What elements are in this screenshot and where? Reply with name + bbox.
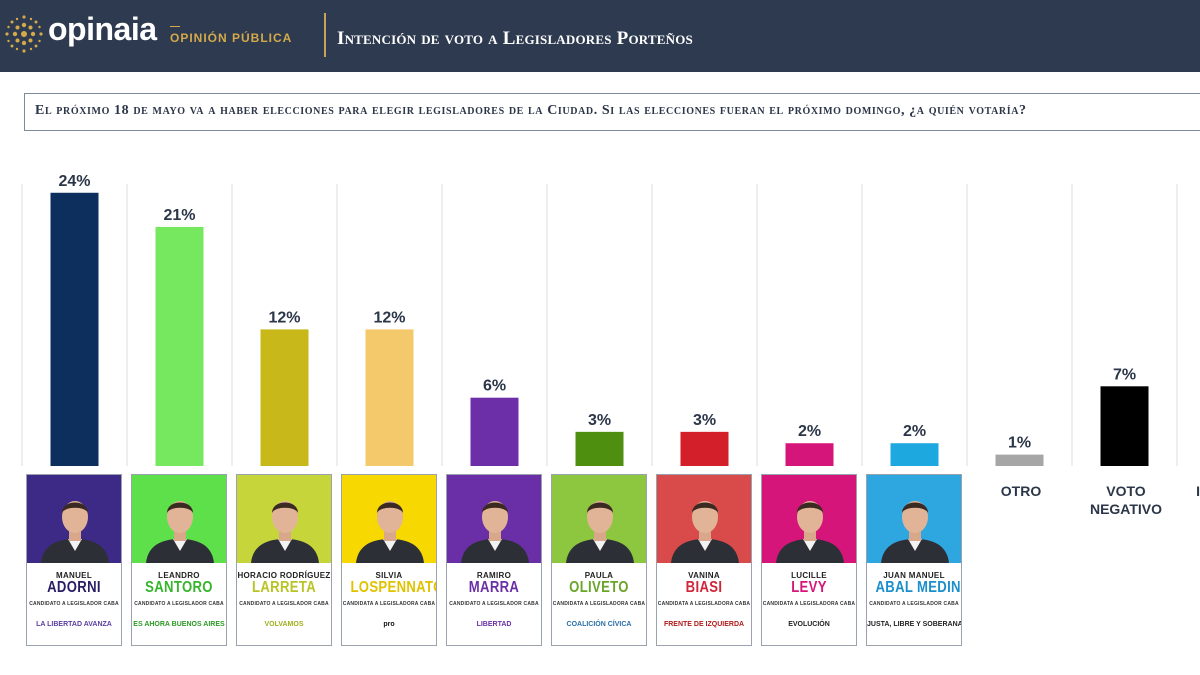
candidate-card: VANINA BIASI CANDIDATA A LEGISLADORA CABA F… xyxy=(656,474,752,646)
candidate-photo-icon xyxy=(146,501,214,563)
party-logo: VOLVAMOS xyxy=(264,621,304,628)
candidate-last-name: SANTORO xyxy=(145,579,213,596)
candidate-last-name: ADORNI xyxy=(47,579,101,596)
bar-oliveto xyxy=(575,431,624,466)
bar-value-label: 7% xyxy=(1113,366,1136,383)
candidate-card: HORACIO RODRÍGUEZ LARRETA CANDIDATO A LEGI… xyxy=(236,474,332,646)
bar-value-label: 6% xyxy=(483,378,506,395)
party-logo: JUSTA, LIBRE Y SOBERANA xyxy=(867,621,962,628)
bar-lospennato xyxy=(365,329,414,466)
candidate-card: LEANDRO SANTORO CANDIDATO A LEGISLADOR CAB… xyxy=(131,474,227,646)
voto-negativo-line2: NEGATIVO xyxy=(1089,501,1163,517)
candidate-first-name: PAULA xyxy=(584,571,614,580)
candidate-photo-icon xyxy=(881,501,949,563)
candidate-role: CANDIDATO A LEGISLADOR CABA xyxy=(239,601,329,607)
question-box: El próximo 18 de mayo va a haber eleccio… xyxy=(24,93,1200,131)
bar-adorni xyxy=(50,192,99,466)
party-logo: FRENTE DE IZQUIERDA xyxy=(663,621,745,628)
header-bar: opinaia OPINIÓN PÚBLICA Intención de vot… xyxy=(0,0,1200,72)
bar-value-label: 24% xyxy=(58,173,90,190)
bar-santoro xyxy=(155,226,204,466)
candidate-card: RAMIRO MARRA CANDIDATO A LEGISLADOR CABA LI… xyxy=(446,474,542,646)
candidate-photo-icon xyxy=(356,501,424,563)
candidate-last-name: MARRA xyxy=(468,579,520,596)
bar-value-label: 3% xyxy=(588,412,611,429)
candidate-first-name: LUCILLE xyxy=(791,571,827,580)
candidate-role: CANDIDATA A LEGISLADORA CABA xyxy=(552,601,646,607)
candidate-role: CANDIDATO A LEGISLADOR CABA xyxy=(869,601,959,607)
bar-chart: 24% 21% 12% 12% 6% 3% 3% 2% 2% 1% 7% xyxy=(21,173,1178,466)
logo-text: opinaia xyxy=(48,11,157,47)
party-logo: COALICIÓN CÍVICA xyxy=(566,621,632,628)
candidate-photo-icon xyxy=(776,501,844,563)
candidate-card: SILVIA LOSPENNATO CANDIDATA A LEGISLADORA … xyxy=(341,474,437,646)
candidate-last-name: LOSPENNATO xyxy=(350,579,437,596)
bar-value-label: 12% xyxy=(268,309,300,326)
candidate-card: PAULA OLIVETO CANDIDATA A LEGISLADORA CABA… xyxy=(551,474,647,646)
party-logo: LIBERTAD xyxy=(476,621,512,628)
header-divider xyxy=(324,13,326,57)
party-logo: ES AHORA BUENOS AIRES xyxy=(133,621,225,628)
sun-logo-icon xyxy=(5,15,43,53)
candidate-role: CANDIDATO A LEGISLADOR CABA xyxy=(29,601,119,607)
bar-value-label: 3% xyxy=(693,412,716,429)
page-title: Intención de voto a Legisladores Porteño… xyxy=(337,28,693,49)
party-logo: pro xyxy=(383,621,395,628)
candidate-photo-icon xyxy=(566,501,634,563)
candidate-last-name: LARRETA xyxy=(251,579,317,596)
voto-negativo-line1: VOTO xyxy=(1106,483,1146,499)
bar-levy xyxy=(785,443,834,466)
candidate-role: CANDIDATA A LEGISLADORA CABA xyxy=(762,601,856,607)
candidate-first-name: VANINA xyxy=(688,571,720,580)
otro-label: OTRO xyxy=(1000,483,1042,499)
bar-otro xyxy=(995,454,1044,466)
candidate-photo-icon xyxy=(461,501,529,563)
bar-biasi xyxy=(680,431,729,466)
bar-value-label: 1% xyxy=(1008,435,1031,452)
party-logo: LA LIBERTAD AVANZA xyxy=(36,621,112,628)
bar-abal-medina xyxy=(890,443,939,466)
candidate-role: CANDIDATA A LEGISLADORA CABA xyxy=(657,601,751,607)
candidate-card: LUCILLE LEVY CANDIDATA A LEGISLADORA CABA E… xyxy=(761,474,857,646)
candidate-card: MANUEL ADORNI CANDIDATO A LEGISLADOR CABA L… xyxy=(26,474,122,646)
candidate-photo-icon xyxy=(251,501,319,563)
cut-off-label: I xyxy=(1196,483,1200,499)
candidate-role: CANDIDATO A LEGISLADOR CABA xyxy=(449,601,539,607)
bar-larreta xyxy=(260,329,309,466)
candidate-role: CANDIDATO A LEGISLADOR CABA xyxy=(134,601,224,607)
bar-value-label: 2% xyxy=(798,423,821,440)
candidate-first-name: MANUEL xyxy=(55,571,93,580)
bar-value-label: 21% xyxy=(163,207,195,224)
candidate-last-name: LEVY xyxy=(791,579,827,596)
question-text: El próximo 18 de mayo va a haber eleccio… xyxy=(35,103,1027,118)
candidate-photo-icon xyxy=(671,501,739,563)
candidate-last-name: ABAL MEDINA xyxy=(875,579,962,596)
bar-voto-negativo xyxy=(1100,386,1149,466)
logo-subtitle: OPINIÓN PÚBLICA xyxy=(170,31,293,45)
candidate-photo-icon xyxy=(41,501,109,563)
candidate-first-name: HORACIO RODRÍGUEZ xyxy=(237,571,331,580)
party-logo: EVOLUCIÓN xyxy=(788,621,830,628)
voto-negativo-label: VOTO NEGATIVO xyxy=(1078,482,1174,518)
bar-marra xyxy=(470,397,519,466)
bar-value-label: 2% xyxy=(903,423,926,440)
candidate-first-name: RAMIRO xyxy=(476,571,512,580)
candidate-first-name: LEANDRO xyxy=(158,571,200,580)
candidate-role: CANDIDATA A LEGISLADORA CABA xyxy=(342,601,436,607)
candidate-last-name: OLIVETO xyxy=(569,579,629,596)
candidate-first-name: JUAN MANUEL xyxy=(883,571,945,580)
bar-value-label: 12% xyxy=(373,309,405,326)
logo-dash xyxy=(170,26,180,27)
candidate-card: JUAN MANUEL ABAL MEDINA CANDIDATO A LEGISL… xyxy=(866,474,962,646)
candidate-first-name: SILVIA xyxy=(375,571,403,580)
candidate-last-name: BIASI xyxy=(685,579,723,596)
